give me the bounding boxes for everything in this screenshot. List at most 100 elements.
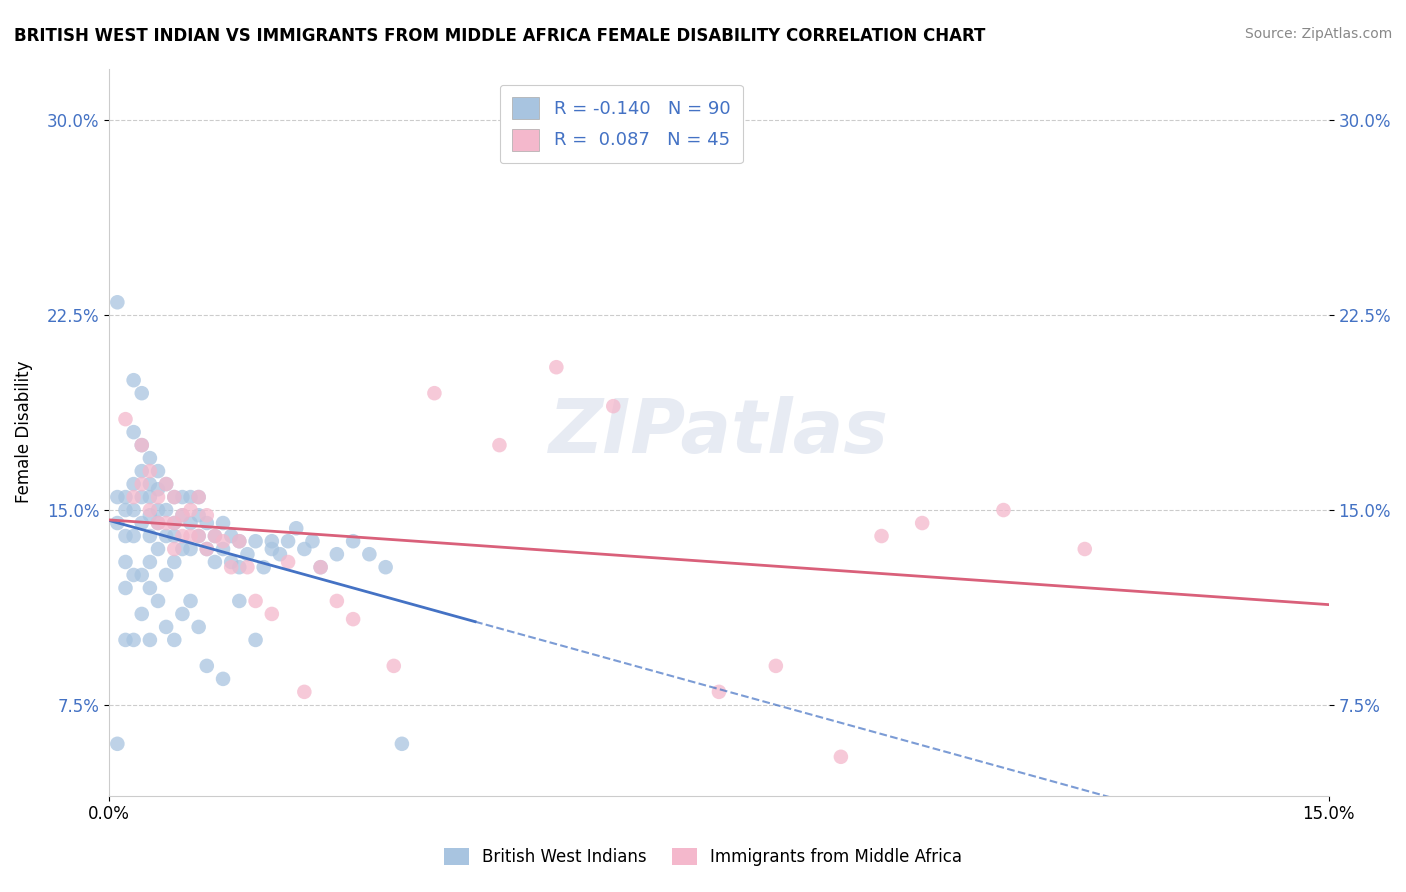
Point <box>187 620 209 634</box>
Point <box>146 516 169 530</box>
Point <box>122 373 145 387</box>
Point <box>260 607 283 621</box>
Point <box>114 529 136 543</box>
Point <box>870 529 893 543</box>
Point <box>114 503 136 517</box>
Point <box>342 612 364 626</box>
Point <box>131 477 153 491</box>
Point <box>309 560 332 574</box>
Point <box>707 685 730 699</box>
Point <box>131 464 153 478</box>
Point <box>253 560 276 574</box>
Point <box>228 534 250 549</box>
Point <box>139 632 162 647</box>
Point <box>382 659 405 673</box>
Point <box>195 516 218 530</box>
Point <box>114 555 136 569</box>
Point <box>139 477 162 491</box>
Point <box>212 541 235 556</box>
Point <box>391 737 413 751</box>
Point <box>122 477 145 491</box>
Point <box>342 534 364 549</box>
Point <box>911 516 934 530</box>
Point <box>155 529 177 543</box>
Point <box>105 516 128 530</box>
Point <box>187 529 209 543</box>
Point <box>114 412 136 426</box>
Point <box>139 464 162 478</box>
Point <box>139 508 162 523</box>
Point <box>155 568 177 582</box>
Point <box>163 632 186 647</box>
Point <box>236 547 259 561</box>
Point <box>765 659 787 673</box>
Point <box>359 547 381 561</box>
Point <box>105 737 128 751</box>
Point <box>285 521 308 535</box>
Point <box>180 594 202 608</box>
Legend: British West Indians, Immigrants from Middle Africa: British West Indians, Immigrants from Mi… <box>436 840 970 875</box>
Point <box>155 620 177 634</box>
Point <box>219 560 242 574</box>
Point <box>122 568 145 582</box>
Point <box>830 749 852 764</box>
Point <box>546 360 568 375</box>
Point <box>146 483 169 497</box>
Point <box>122 425 145 439</box>
Point <box>423 386 446 401</box>
Point <box>146 490 169 504</box>
Y-axis label: Female Disability: Female Disability <box>15 361 32 503</box>
Point <box>146 516 169 530</box>
Point <box>326 547 349 561</box>
Point <box>301 534 323 549</box>
Point <box>326 594 349 608</box>
Point <box>122 632 145 647</box>
Point <box>602 399 624 413</box>
Point <box>219 529 242 543</box>
Point <box>131 568 153 582</box>
Point <box>139 490 162 504</box>
Point <box>131 490 153 504</box>
Point <box>155 477 177 491</box>
Point <box>219 555 242 569</box>
Point <box>146 541 169 556</box>
Point <box>195 508 218 523</box>
Point <box>228 560 250 574</box>
Point <box>122 529 145 543</box>
Point <box>146 464 169 478</box>
Point <box>131 386 153 401</box>
Point <box>195 541 218 556</box>
Point <box>204 529 226 543</box>
Point <box>245 632 267 647</box>
Point <box>163 541 186 556</box>
Point <box>139 555 162 569</box>
Point <box>180 541 202 556</box>
Point <box>172 529 194 543</box>
Point <box>163 516 186 530</box>
Point <box>155 503 177 517</box>
Point <box>155 516 177 530</box>
Point <box>204 529 226 543</box>
Point <box>180 529 202 543</box>
Point <box>180 503 202 517</box>
Point <box>163 529 186 543</box>
Point <box>172 607 194 621</box>
Point <box>163 555 186 569</box>
Point <box>105 490 128 504</box>
Point <box>195 659 218 673</box>
Point <box>131 438 153 452</box>
Point <box>122 503 145 517</box>
Point <box>260 534 283 549</box>
Point <box>105 295 128 310</box>
Point <box>114 581 136 595</box>
Point <box>114 632 136 647</box>
Point <box>187 508 209 523</box>
Point <box>993 503 1015 517</box>
Point <box>1074 541 1097 556</box>
Point <box>131 607 153 621</box>
Point <box>139 581 162 595</box>
Point <box>269 547 291 561</box>
Point <box>374 560 396 574</box>
Point <box>180 490 202 504</box>
Point <box>139 451 162 466</box>
